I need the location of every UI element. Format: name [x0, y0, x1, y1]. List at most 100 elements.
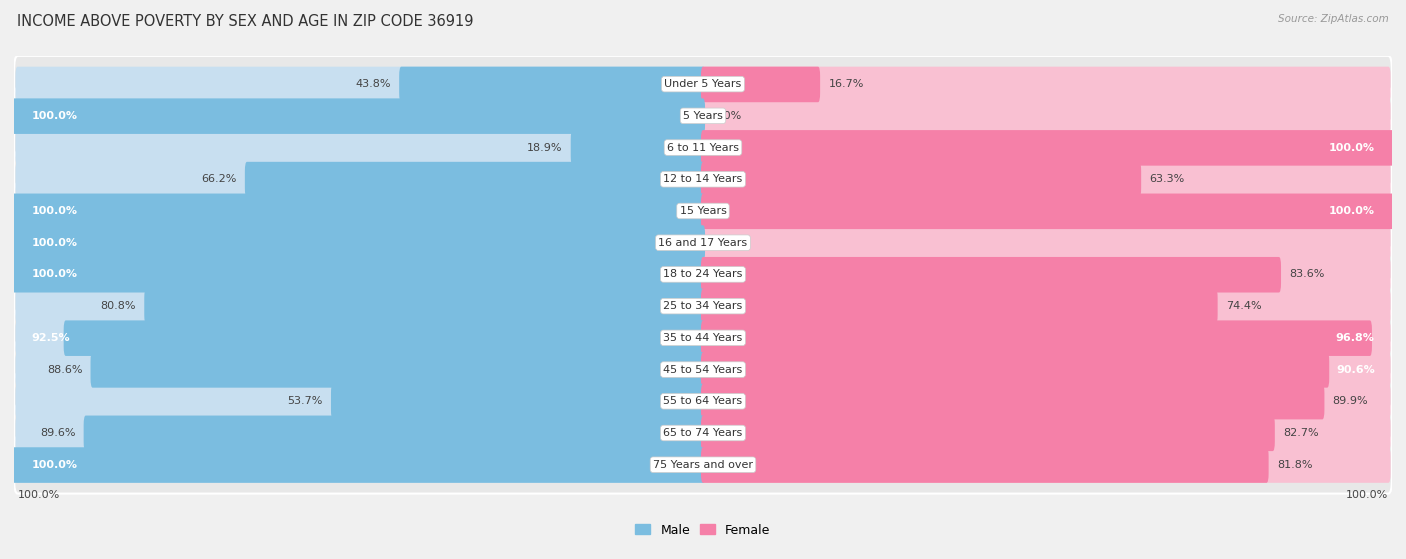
Text: INCOME ABOVE POVERTY BY SEX AND AGE IN ZIP CODE 36919: INCOME ABOVE POVERTY BY SEX AND AGE IN Z… [17, 14, 474, 29]
FancyBboxPatch shape [14, 88, 1392, 145]
FancyBboxPatch shape [14, 215, 1392, 272]
Text: 100.0%: 100.0% [17, 490, 59, 500]
FancyBboxPatch shape [15, 193, 704, 229]
FancyBboxPatch shape [571, 130, 704, 165]
FancyBboxPatch shape [14, 342, 1392, 399]
FancyBboxPatch shape [13, 193, 704, 229]
Text: 16.7%: 16.7% [828, 79, 863, 89]
Text: 100.0%: 100.0% [1347, 490, 1389, 500]
FancyBboxPatch shape [702, 447, 1391, 483]
FancyBboxPatch shape [702, 320, 1372, 356]
FancyBboxPatch shape [702, 257, 1391, 292]
FancyBboxPatch shape [702, 193, 1391, 229]
FancyBboxPatch shape [15, 447, 704, 483]
FancyBboxPatch shape [330, 384, 704, 419]
Text: 74.4%: 74.4% [1226, 301, 1261, 311]
FancyBboxPatch shape [14, 151, 1392, 208]
FancyBboxPatch shape [15, 415, 704, 451]
Text: 18 to 24 Years: 18 to 24 Years [664, 269, 742, 280]
FancyBboxPatch shape [15, 288, 704, 324]
Text: 63.3%: 63.3% [1150, 174, 1185, 184]
Text: 100.0%: 100.0% [31, 459, 77, 470]
Text: 55 to 64 Years: 55 to 64 Years [664, 396, 742, 406]
FancyBboxPatch shape [83, 415, 704, 451]
FancyBboxPatch shape [15, 384, 704, 419]
FancyBboxPatch shape [702, 162, 1142, 197]
Text: 6 to 11 Years: 6 to 11 Years [666, 143, 740, 153]
Text: 75 Years and over: 75 Years and over [652, 459, 754, 470]
FancyBboxPatch shape [15, 352, 704, 387]
FancyBboxPatch shape [702, 288, 1391, 324]
FancyBboxPatch shape [14, 56, 1392, 113]
FancyBboxPatch shape [702, 257, 1281, 292]
FancyBboxPatch shape [15, 130, 704, 165]
Text: 16 and 17 Years: 16 and 17 Years [658, 238, 748, 248]
FancyBboxPatch shape [13, 257, 704, 292]
FancyBboxPatch shape [14, 310, 1392, 367]
FancyBboxPatch shape [14, 373, 1392, 430]
FancyBboxPatch shape [702, 384, 1324, 419]
Legend: Male, Female: Male, Female [630, 519, 776, 542]
FancyBboxPatch shape [14, 437, 1392, 494]
Text: 0.0%: 0.0% [713, 238, 741, 248]
FancyBboxPatch shape [702, 67, 1391, 102]
Text: 100.0%: 100.0% [31, 111, 77, 121]
FancyBboxPatch shape [14, 278, 1392, 335]
Text: 45 to 54 Years: 45 to 54 Years [664, 364, 742, 375]
FancyBboxPatch shape [90, 352, 704, 387]
Text: 80.8%: 80.8% [100, 301, 136, 311]
FancyBboxPatch shape [15, 162, 704, 197]
FancyBboxPatch shape [15, 257, 704, 292]
FancyBboxPatch shape [702, 447, 1268, 483]
Text: 96.8%: 96.8% [1336, 333, 1375, 343]
Text: 92.5%: 92.5% [31, 333, 70, 343]
Text: 83.6%: 83.6% [1289, 269, 1324, 280]
Text: 18.9%: 18.9% [527, 143, 562, 153]
Text: 100.0%: 100.0% [31, 206, 77, 216]
FancyBboxPatch shape [702, 225, 1391, 261]
Text: 12 to 14 Years: 12 to 14 Years [664, 174, 742, 184]
FancyBboxPatch shape [702, 193, 1393, 229]
FancyBboxPatch shape [702, 352, 1329, 387]
Text: Source: ZipAtlas.com: Source: ZipAtlas.com [1278, 14, 1389, 24]
FancyBboxPatch shape [702, 162, 1391, 197]
FancyBboxPatch shape [15, 225, 704, 261]
FancyBboxPatch shape [14, 405, 1392, 462]
Text: 66.2%: 66.2% [201, 174, 236, 184]
Text: 100.0%: 100.0% [31, 238, 77, 248]
Text: 90.6%: 90.6% [1336, 364, 1375, 375]
FancyBboxPatch shape [702, 98, 1391, 134]
FancyBboxPatch shape [13, 447, 704, 483]
FancyBboxPatch shape [13, 98, 704, 134]
FancyBboxPatch shape [702, 67, 820, 102]
Text: Under 5 Years: Under 5 Years [665, 79, 741, 89]
Text: 82.7%: 82.7% [1284, 428, 1319, 438]
FancyBboxPatch shape [14, 246, 1392, 304]
FancyBboxPatch shape [702, 288, 1218, 324]
Text: 89.6%: 89.6% [39, 428, 76, 438]
FancyBboxPatch shape [702, 384, 1391, 419]
Text: 100.0%: 100.0% [1329, 206, 1375, 216]
Text: 53.7%: 53.7% [287, 396, 323, 406]
Text: 100.0%: 100.0% [31, 269, 77, 280]
FancyBboxPatch shape [702, 130, 1393, 165]
Text: 15 Years: 15 Years [679, 206, 727, 216]
Text: 0.0%: 0.0% [713, 111, 741, 121]
FancyBboxPatch shape [702, 130, 1391, 165]
FancyBboxPatch shape [14, 183, 1392, 240]
FancyBboxPatch shape [15, 98, 704, 134]
FancyBboxPatch shape [15, 67, 704, 102]
FancyBboxPatch shape [702, 352, 1391, 387]
Text: 35 to 44 Years: 35 to 44 Years [664, 333, 742, 343]
Text: 25 to 34 Years: 25 to 34 Years [664, 301, 742, 311]
Text: 65 to 74 Years: 65 to 74 Years [664, 428, 742, 438]
FancyBboxPatch shape [702, 320, 1391, 356]
Text: 100.0%: 100.0% [1329, 143, 1375, 153]
FancyBboxPatch shape [702, 415, 1391, 451]
FancyBboxPatch shape [399, 67, 704, 102]
FancyBboxPatch shape [145, 288, 704, 324]
Text: 81.8%: 81.8% [1277, 459, 1312, 470]
FancyBboxPatch shape [245, 162, 704, 197]
Text: 89.9%: 89.9% [1333, 396, 1368, 406]
FancyBboxPatch shape [63, 320, 704, 356]
